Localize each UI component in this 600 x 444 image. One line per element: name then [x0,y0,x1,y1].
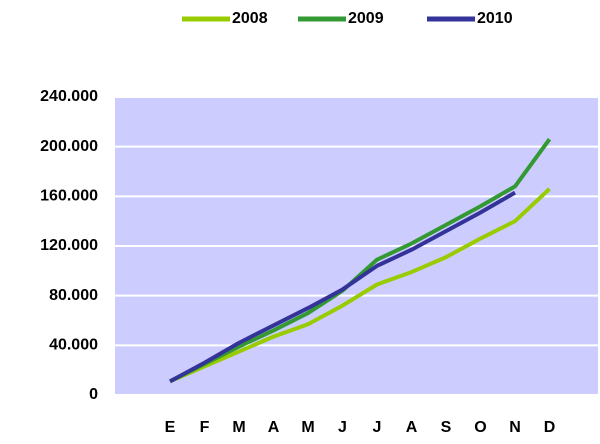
y-tick-label: 0 [89,386,98,403]
x-tick-label: N [509,419,521,436]
x-tick-label: J [338,419,347,436]
x-tick-label: M [301,419,314,436]
y-tick-label: 160.000 [40,188,98,205]
x-tick-label: A [268,419,280,436]
x-tick-label: M [232,419,245,436]
x-tick-label: A [406,419,418,436]
x-tick-label: E [165,419,176,436]
x-tick-label: D [544,419,556,436]
x-tick-label: S [441,419,452,436]
x-tick-label: F [200,419,210,436]
series-line [169,187,551,384]
y-tick-label: 80.000 [49,287,98,304]
legend-label: 2009 [348,10,384,27]
x-tick-label: O [474,419,486,436]
legend-label: 2010 [477,10,513,27]
y-tick-label: 200.000 [40,138,98,155]
x-tick-label: J [373,419,382,436]
series-line [169,190,516,384]
legend-label: 2008 [232,10,268,27]
y-tick-label: 40.000 [49,337,98,354]
y-tick-label: 240.000 [40,88,98,105]
y-tick-label: 120.000 [40,237,98,254]
series-line [169,138,552,384]
